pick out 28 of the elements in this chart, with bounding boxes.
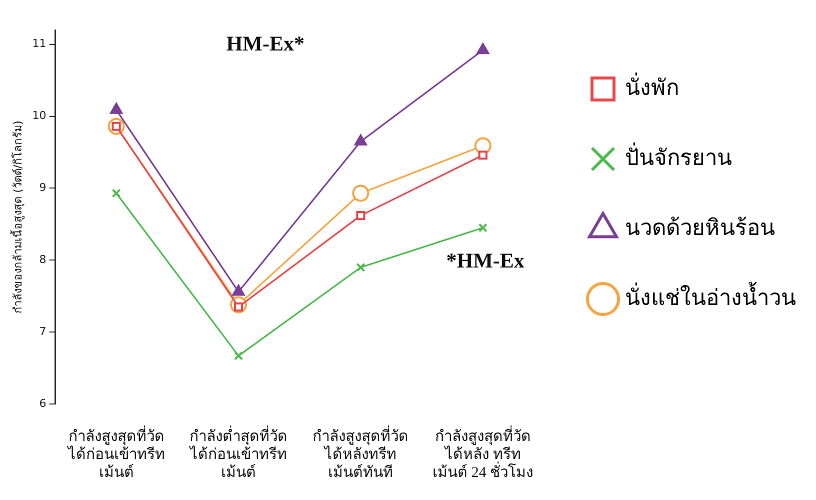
- point: [476, 43, 490, 54]
- legend-label: นั่งแช่ในอ่างน้ำวน: [625, 282, 796, 310]
- y-tick-label: 9: [39, 181, 46, 194]
- point: [356, 211, 366, 220]
- y-tick-label: 7: [39, 324, 46, 338]
- y-axis-title: กำลังของกล้ามเนื้อสูงสุด (วัตต์/กิโลกรัม): [9, 120, 24, 314]
- y-tick-label: 10: [32, 109, 46, 122]
- x-tick-label: กำลังสูงสุดที่วัด ได้ก่อนเข้าทรีท เม้นต์: [66, 424, 165, 481]
- y-tick-label: 6: [39, 396, 46, 410]
- y-tick-label: 11: [32, 37, 46, 50]
- annotation: HM-Ex*: [226, 31, 304, 56]
- point: [478, 150, 488, 160]
- point: [110, 102, 122, 114]
- point: [352, 184, 370, 202]
- legend-label: นวดด้วยหินร้อน: [625, 214, 775, 240]
- legend-label: นั่งพัก: [625, 72, 679, 100]
- point: [478, 223, 488, 232]
- point: [112, 188, 121, 198]
- x-tick-label: กำลังสูงสุดที่วัด ได้หลังทรีท เม้นต์ทันที: [312, 424, 409, 481]
- x-tick-label: กำลังสูงสุดที่วัด ได้หลัง ทรีท เม้นต์ 24 ชั่วโมง: [432, 424, 534, 481]
- point: [234, 351, 244, 360]
- annotation: *HM-Ex: [446, 248, 525, 272]
- point: [354, 134, 367, 146]
- x-tick-label: กำลังต่ำสุดที่วัด ได้ก่อนเข้าทรีท เม้นต์: [189, 424, 288, 481]
- legend-label: ปั่นจักรยาน: [625, 142, 732, 170]
- point: [232, 284, 245, 296]
- point: [356, 262, 366, 272]
- y-tick-label: 8: [39, 253, 46, 266]
